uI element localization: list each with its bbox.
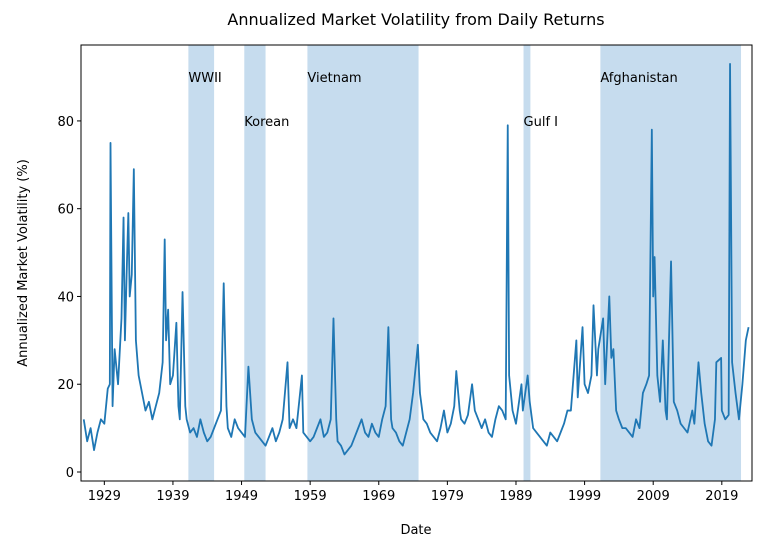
span	[244, 45, 266, 481]
y-tick-label: 20	[57, 378, 74, 393]
y-tick-label: 80	[57, 115, 74, 130]
y-axis-label: Annualized Market Volatility (%)	[16, 159, 31, 367]
x-tick-label: 2019	[705, 489, 738, 504]
span-label: Vietnam	[307, 71, 361, 86]
plot-frame	[80, 44, 753, 482]
span	[523, 45, 531, 481]
span-label: Gulf I	[524, 115, 558, 130]
x-tick-label: 1999	[568, 489, 601, 504]
y-tick-label: 60	[57, 203, 74, 218]
chart-title: Annualized Market Volatility from Daily …	[227, 10, 604, 29]
span-label: Afghanistan	[600, 71, 677, 86]
y-tick-label: 40	[57, 290, 74, 305]
span	[307, 45, 419, 481]
y-tick-label: 0	[66, 466, 74, 481]
x-tick-label: 1979	[431, 489, 464, 504]
x-tick-label: 2009	[637, 489, 670, 504]
span-label: WWII	[188, 71, 221, 86]
x-tick-label: 1969	[362, 489, 395, 504]
span	[188, 45, 215, 481]
x-tick-label: 1929	[88, 489, 121, 504]
span-label: Korean	[244, 115, 289, 130]
x-tick-label: 1939	[156, 489, 189, 504]
x-tick-label: 1959	[294, 489, 327, 504]
x-axis-label: Date	[400, 523, 431, 538]
line	[82, 62, 750, 456]
x-tick-label: 1989	[499, 489, 532, 504]
x-tick-label: 1949	[225, 489, 258, 504]
